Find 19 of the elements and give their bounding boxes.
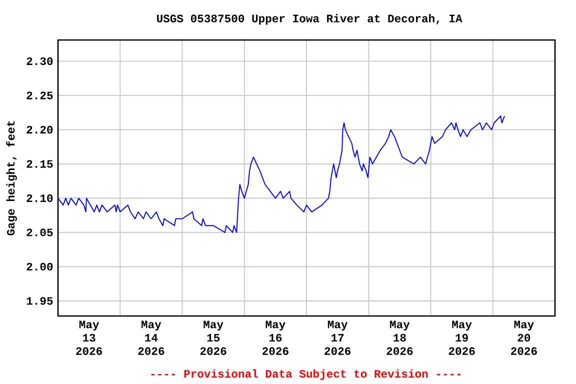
x-tick-label: May 19 2026 xyxy=(448,320,475,355)
x-tick-label: May 16 2026 xyxy=(262,320,288,355)
x-tick-label: May 14 2026 xyxy=(138,320,164,355)
x-tick-label: May 20 2026 xyxy=(511,320,537,355)
y-tick-label: 2.20 xyxy=(26,126,53,134)
y-tick-label: 2.10 xyxy=(26,194,53,202)
y-tick-label: 2.05 xyxy=(26,228,53,236)
y-tick-label: 1.95 xyxy=(26,296,53,305)
x-tick-label: May 15 2026 xyxy=(200,320,226,355)
text: ---- Provisional Data Subject to Revision ---- xyxy=(151,369,461,380)
chart-title: USGS 05387500 Upper Iowa River at Decorah, IA xyxy=(157,14,462,24)
y-axis-title: Gage height, feet xyxy=(6,121,17,236)
x-tick-label: May 18 2026 xyxy=(386,320,413,355)
y-tick-label: 2.00 xyxy=(26,262,53,270)
y-tick-label: 2.25 xyxy=(26,91,53,100)
x-tick-label: May 13 2026 xyxy=(76,320,102,355)
y-tick-label: 2.15 xyxy=(26,160,53,168)
y-tick-label: 2.30 xyxy=(26,57,53,65)
x-tick-label: May 17 2026 xyxy=(324,320,351,355)
